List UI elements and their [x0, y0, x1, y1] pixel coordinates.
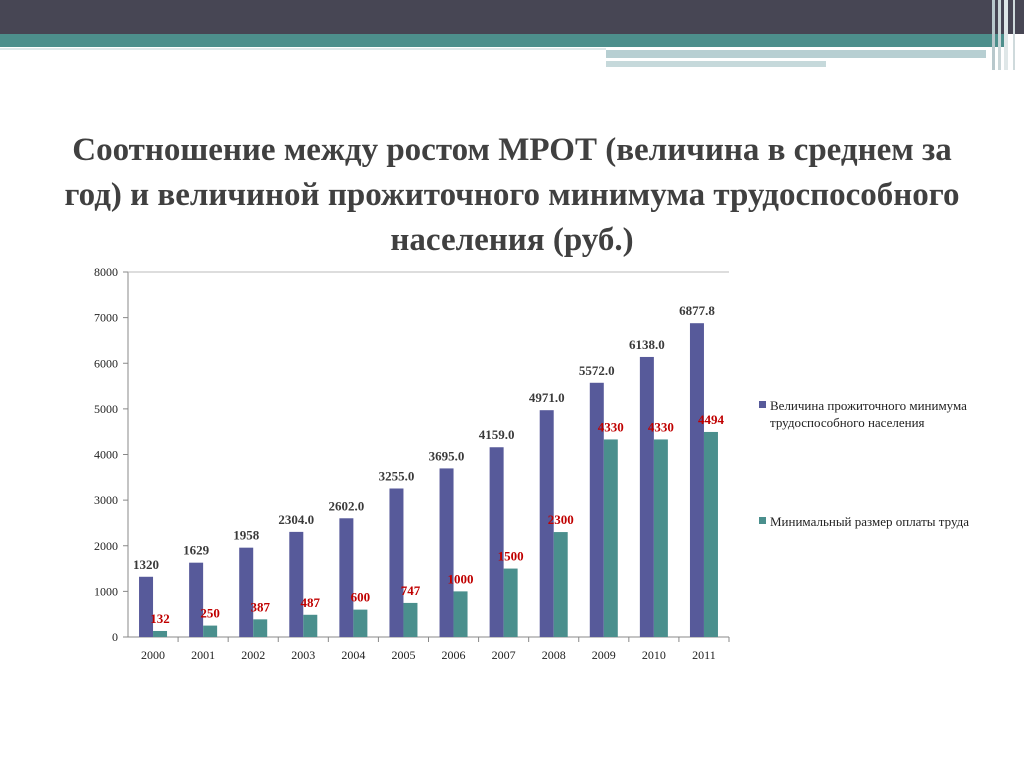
legend-swatch-min-wage	[759, 517, 766, 524]
data-label-subsistence: 1958	[233, 528, 260, 543]
data-label-subsistence: 2602.0	[329, 498, 365, 513]
header-vertical-line	[1004, 0, 1008, 70]
bar-min-wage	[203, 625, 218, 637]
legend-item-min-wage: Минимальный размер оплаты труда	[759, 513, 969, 530]
y-tick-label: 0	[112, 630, 118, 644]
data-label-min-wage: 1500	[498, 549, 524, 564]
data-label-subsistence: 6138.0	[629, 337, 665, 352]
y-tick-label: 7000	[94, 311, 118, 325]
header-stripe-teal	[0, 34, 1005, 47]
bar-subsistence	[239, 547, 254, 637]
data-label-subsistence: 4159.0	[479, 427, 515, 442]
bar-subsistence	[539, 410, 554, 637]
x-tick-label: 2001	[191, 648, 215, 662]
bar-min-wage	[653, 439, 668, 637]
data-label-min-wage: 4330	[598, 419, 624, 434]
legend-item-subsistence: Величина прожиточного минимума трудоспос…	[759, 397, 969, 431]
bar-subsistence	[339, 518, 354, 637]
data-label-min-wage: 250	[200, 606, 220, 621]
data-label-min-wage: 387	[250, 599, 270, 614]
data-label-subsistence: 3695.0	[429, 448, 465, 463]
bar-min-wage	[553, 532, 568, 637]
header-stripe-light	[606, 50, 986, 58]
header-vertical-line	[998, 0, 1001, 70]
data-label-subsistence: 1320	[133, 557, 159, 572]
legend-swatch-subsistence	[759, 401, 766, 408]
slide-title: Соотношение между ростом МРОТ (величина …	[64, 132, 960, 258]
y-tick-label: 6000	[94, 356, 118, 370]
y-tick-label: 4000	[94, 448, 118, 462]
bar-subsistence	[689, 323, 704, 637]
bar-min-wage	[603, 439, 618, 637]
bar-subsistence	[589, 382, 604, 637]
legend-label-min-wage: Минимальный размер оплаты труда	[770, 514, 970, 529]
x-tick-label: 2003	[291, 648, 315, 662]
header-vertical-line	[1013, 0, 1015, 70]
bar-min-wage	[503, 568, 518, 637]
data-label-min-wage: 1000	[448, 571, 474, 586]
bar-subsistence	[189, 562, 204, 637]
legend-label-subsistence: Величина прожиточного минимума трудоспос…	[770, 398, 967, 430]
x-tick-label: 2011	[692, 648, 716, 662]
bar-min-wage	[453, 591, 468, 637]
bar-subsistence	[489, 447, 504, 637]
y-tick-label: 2000	[94, 539, 118, 553]
x-tick-label: 2010	[642, 648, 666, 662]
bar-subsistence	[639, 356, 654, 637]
bar-min-wage	[353, 609, 368, 637]
y-tick-label: 3000	[94, 493, 118, 507]
bar-subsistence	[389, 488, 404, 637]
x-tick-label: 2007	[492, 648, 516, 662]
x-tick-label: 2004	[341, 648, 365, 662]
data-label-min-wage: 600	[351, 590, 371, 605]
data-label-min-wage: 4330	[648, 419, 674, 434]
data-label-subsistence: 5572.0	[579, 363, 615, 378]
header-vertical-line	[992, 0, 995, 70]
bar-subsistence	[289, 531, 304, 637]
data-label-min-wage: 747	[401, 583, 421, 598]
bar-min-wage	[303, 614, 318, 637]
data-label-subsistence: 6877.8	[679, 303, 715, 318]
data-label-subsistence: 2304.0	[278, 512, 314, 527]
x-tick-label: 2008	[542, 648, 566, 662]
bar-min-wage	[703, 431, 718, 637]
data-label-min-wage: 2300	[548, 512, 574, 527]
x-tick-label: 2002	[241, 648, 265, 662]
x-tick-label: 2006	[442, 648, 466, 662]
bar-subsistence	[439, 468, 454, 637]
x-tick-label: 2000	[141, 648, 165, 662]
y-tick-label: 1000	[94, 584, 118, 598]
header-stripe-light-secondary	[606, 61, 826, 67]
data-label-subsistence: 4971.0	[529, 390, 565, 405]
header-band	[0, 0, 1024, 34]
data-label-min-wage: 487	[301, 595, 321, 610]
bar-subsistence	[139, 576, 154, 637]
bar-min-wage	[153, 630, 168, 637]
header-stripe-line	[0, 48, 606, 50]
data-label-min-wage: 132	[150, 611, 170, 626]
data-label-subsistence: 1629	[183, 543, 210, 558]
data-label-min-wage: 4494	[698, 412, 725, 427]
y-tick-label: 8000	[94, 265, 118, 279]
bar-min-wage	[253, 619, 268, 637]
x-tick-label: 2005	[391, 648, 415, 662]
data-label-subsistence: 3255.0	[379, 468, 415, 483]
x-tick-label: 2009	[592, 648, 616, 662]
bar-min-wage	[403, 602, 418, 637]
y-tick-label: 5000	[94, 402, 118, 416]
